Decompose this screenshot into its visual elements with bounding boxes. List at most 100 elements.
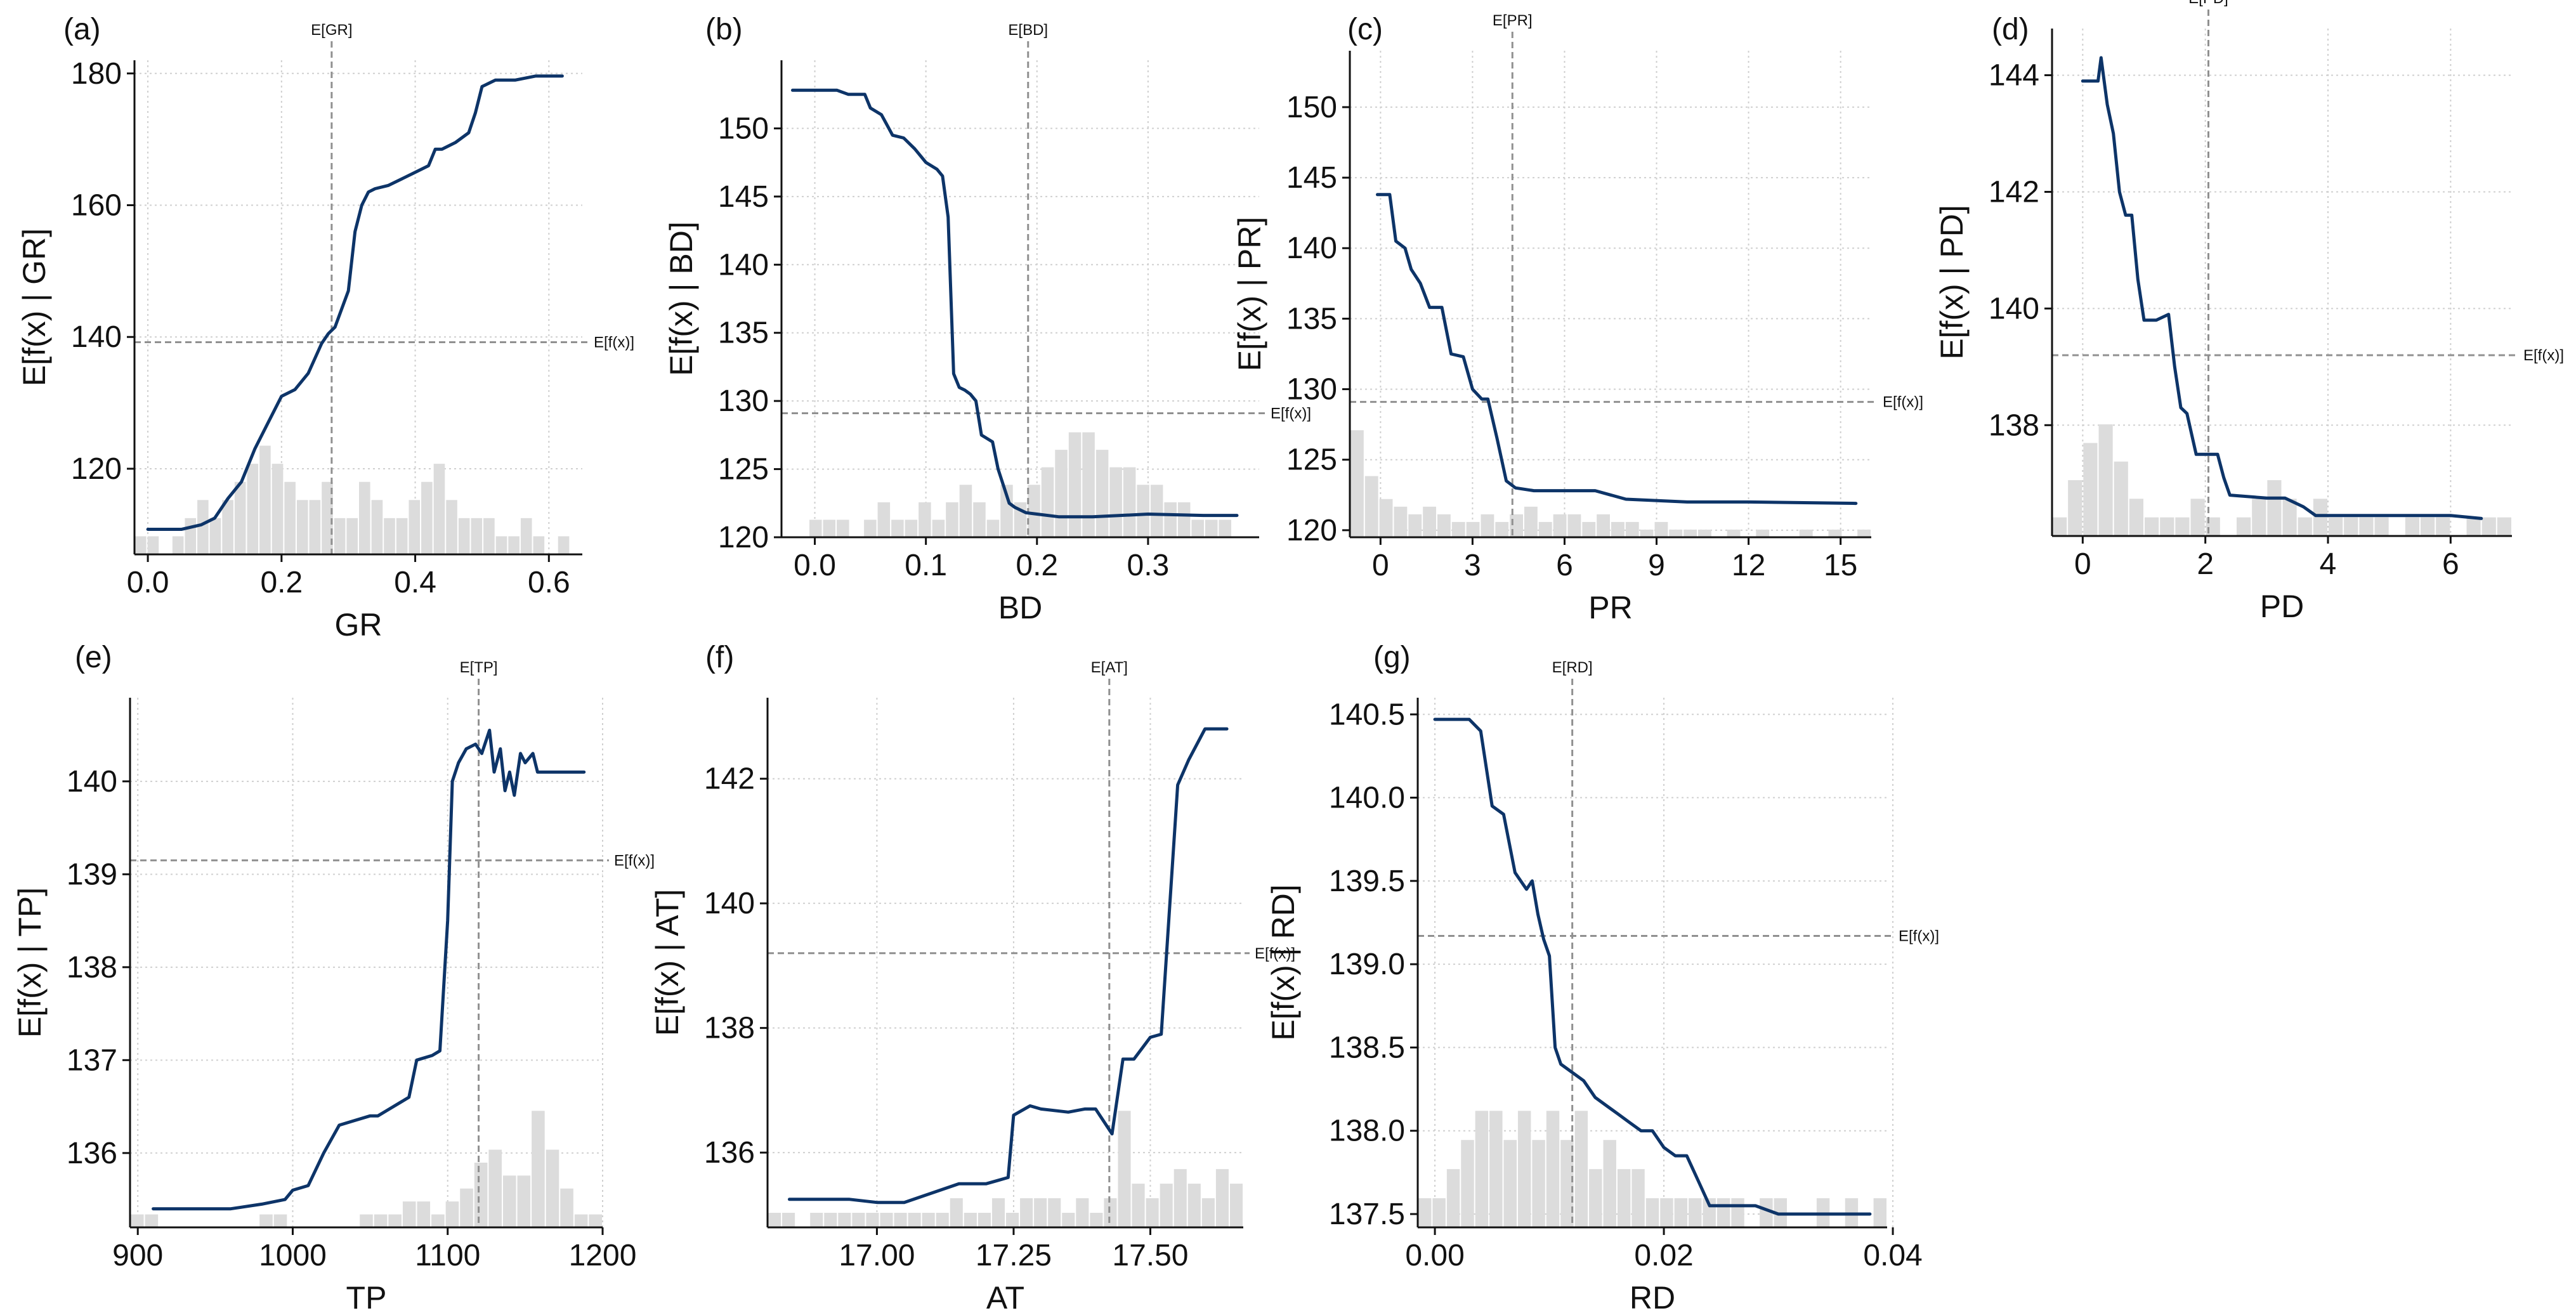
x-tick-label: 1200: [569, 1239, 637, 1272]
histogram-bar: [1756, 529, 1770, 537]
histogram-bar: [1095, 450, 1109, 537]
histogram-bar: [922, 1213, 935, 1227]
y-tick-label: 136: [704, 1136, 755, 1170]
histogram-bar: [1698, 529, 1711, 537]
histogram-bar: [1674, 1198, 1688, 1227]
histogram-bar: [1524, 506, 1538, 537]
histogram-bar: [2175, 517, 2190, 536]
y-tick-label: 139: [67, 858, 117, 891]
x-tick-label: 1000: [259, 1239, 327, 1272]
histogram-bar: [1000, 485, 1013, 537]
histogram-bar: [1727, 529, 1741, 537]
histogram-bar: [905, 519, 918, 537]
x-axis-title: GR: [335, 607, 382, 643]
histogram-bar: [209, 518, 221, 554]
histogram-bar: [1082, 432, 1095, 537]
histogram-bar: [838, 1213, 851, 1227]
histogram-bar: [1104, 1198, 1117, 1227]
histogram-bar: [520, 518, 532, 554]
histogram-bar: [2145, 517, 2159, 536]
y-tick-label: 138: [704, 1012, 755, 1045]
y-tick-label: 140: [1286, 232, 1337, 265]
histogram-bar: [417, 1201, 431, 1227]
histogram-bar: [1432, 1198, 1446, 1227]
histogram-bar: [1611, 521, 1625, 537]
histogram-bar: [1174, 1169, 1187, 1227]
histogram-bar: [409, 500, 421, 554]
histogram-bar: [2282, 499, 2297, 536]
histogram-bar: [371, 500, 383, 554]
histogram-bar: [837, 519, 849, 537]
histogram-bar: [1062, 1213, 1075, 1227]
y-tick-label: 145: [1286, 161, 1337, 195]
histogram-bar: [1546, 1111, 1560, 1227]
y-tick-label: 130: [1286, 373, 1337, 407]
histogram-bar: [936, 1213, 949, 1227]
expected-y-label: E[f(x)]: [594, 334, 634, 351]
y-tick-label: 139.0: [1329, 948, 1405, 981]
x-axis-title: PD: [2260, 589, 2304, 624]
x-tick-label: 17.00: [839, 1239, 915, 1272]
histogram-bar: [1048, 1198, 1061, 1227]
histogram-bar: [384, 518, 395, 554]
expected-y-label: E[f(x)]: [2523, 347, 2564, 364]
expected-y-label: E[f(x)]: [1883, 394, 1923, 411]
histogram-bar: [1760, 1198, 1773, 1227]
histogram-bar: [1034, 1198, 1047, 1227]
histogram-bar: [2083, 443, 2098, 536]
x-tick-label: 12: [1732, 549, 1765, 582]
expected-y-label: E[f(x)]: [614, 852, 655, 869]
y-tick-label: 150: [1286, 91, 1337, 124]
histogram-bar: [1090, 1213, 1103, 1227]
histogram-bar: [1137, 485, 1149, 537]
x-tick-label: 2: [2197, 547, 2214, 581]
dependence-line: [2081, 56, 2483, 520]
panel-label: (f): [705, 641, 734, 674]
histogram-bar: [991, 1198, 1005, 1227]
panel-bd: E[BD] E[f(x)] 0.0 0.1 0.2 0.3 120 125 130 135 140 1…: [664, 13, 1311, 625]
histogram-bar: [259, 1214, 273, 1227]
histogram-bar: [185, 518, 197, 554]
x-tick-label: 0.0: [794, 549, 836, 582]
histogram-bar: [809, 519, 822, 537]
histogram-bar: [574, 1214, 588, 1227]
histogram-bar: [1451, 521, 1465, 537]
dependence-line: [791, 88, 1239, 519]
histogram-bar: [273, 1214, 287, 1227]
panel-gr: E[GR] E[f(x)] 0.0 0.2 0.4 0.6 120 140 160 180 GR E[…: [16, 13, 634, 643]
y-tick-label: 140: [1989, 292, 2039, 325]
y-tick-label: 140.5: [1329, 698, 1405, 731]
dependence-line: [146, 74, 564, 531]
histogram-bar: [1603, 1140, 1616, 1227]
histogram-bar: [1582, 521, 1596, 537]
histogram-bar: [880, 1213, 893, 1227]
histogram-bar: [2359, 517, 2374, 536]
panel-label: (g): [1373, 641, 1411, 674]
histogram-bar: [1828, 529, 1842, 537]
histogram-bar: [1201, 1198, 1215, 1227]
dependence-line: [152, 728, 586, 1211]
histogram-bar: [2298, 517, 2312, 536]
histogram-bar: [2237, 517, 2251, 536]
x-tick-label: 0.2: [260, 566, 303, 599]
histogram-bar: [2206, 517, 2220, 536]
histogram-bar: [1625, 521, 1639, 537]
histogram-bar: [1731, 1198, 1744, 1227]
histogram-bar: [284, 481, 296, 554]
y-tick-label: 120: [718, 521, 769, 554]
panel-label: (e): [75, 641, 112, 674]
y-tick-label: 150: [718, 112, 769, 145]
panel-pr: E[PR] E[f(x)] 0 3 6 9 12 15 120 125 130 135 140 145 15…: [1232, 12, 1923, 625]
expected-y-label: E[f(x)]: [1255, 945, 1295, 962]
panel-rd: E[RD] E[f(x)] 0.00 0.02 0.04 137.5 138.0 138.5 1…: [1265, 641, 1939, 1313]
histogram-bar: [458, 518, 470, 554]
y-tick-label: 142: [1989, 175, 2039, 209]
histogram-bar: [2374, 517, 2389, 536]
histogram-bar: [1020, 1198, 1033, 1227]
x-axis-title: PR: [1588, 590, 1632, 625]
histogram-bar: [359, 481, 370, 554]
y-axis-title: E[f(x) | GR]: [16, 228, 52, 386]
x-tick-label: 6: [1556, 549, 1573, 582]
expected-x-label: E[AT]: [1091, 659, 1128, 676]
x-axis-title: RD: [1630, 1280, 1675, 1313]
